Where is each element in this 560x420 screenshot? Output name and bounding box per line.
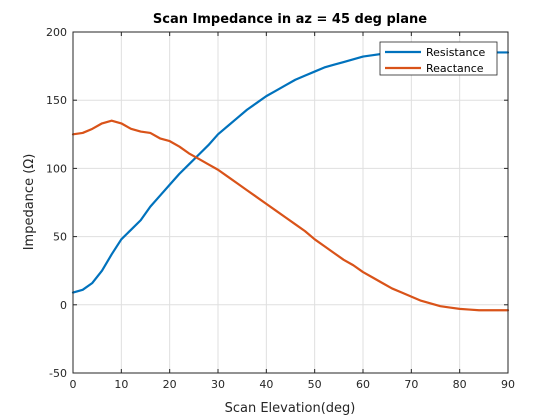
x-tick-label: 0 — [70, 378, 77, 391]
x-tick-label: 40 — [259, 378, 273, 391]
series-line-reactance — [71, 119, 510, 312]
plot-area-border — [72, 31, 509, 374]
x-tick-label: 60 — [356, 378, 370, 391]
x-tick-label: 20 — [163, 378, 177, 391]
x-axis-label: Scan Elevation(deg) — [225, 401, 356, 416]
y-tick-label: 50 — [53, 231, 67, 244]
y-tick-label: 200 — [46, 26, 67, 39]
x-tick-label: 80 — [453, 378, 467, 391]
y-tick-label: 100 — [46, 162, 67, 175]
y-tick-label: 0 — [60, 299, 67, 312]
x-tick-label: 30 — [211, 378, 225, 391]
y-axis-label: Impedance (Ω) — [22, 154, 37, 251]
legend-label: Reactance — [426, 62, 484, 75]
chart-title: Scan Impedance in az = 45 deg plane — [153, 12, 427, 27]
x-tick-label: 10 — [114, 378, 128, 391]
legend: Resistance Reactance — [379, 41, 498, 76]
x-tick-label: 70 — [404, 378, 418, 391]
legend-box — [379, 41, 498, 76]
x-tick-label: 90 — [501, 378, 515, 391]
y-tick-label: 150 — [46, 94, 67, 107]
series-layer — [71, 51, 510, 312]
legend-label: Resistance — [426, 46, 486, 59]
y-tick-label: -50 — [49, 367, 67, 380]
series-line-resistance — [71, 51, 510, 294]
x-tick-label: 50 — [308, 378, 322, 391]
